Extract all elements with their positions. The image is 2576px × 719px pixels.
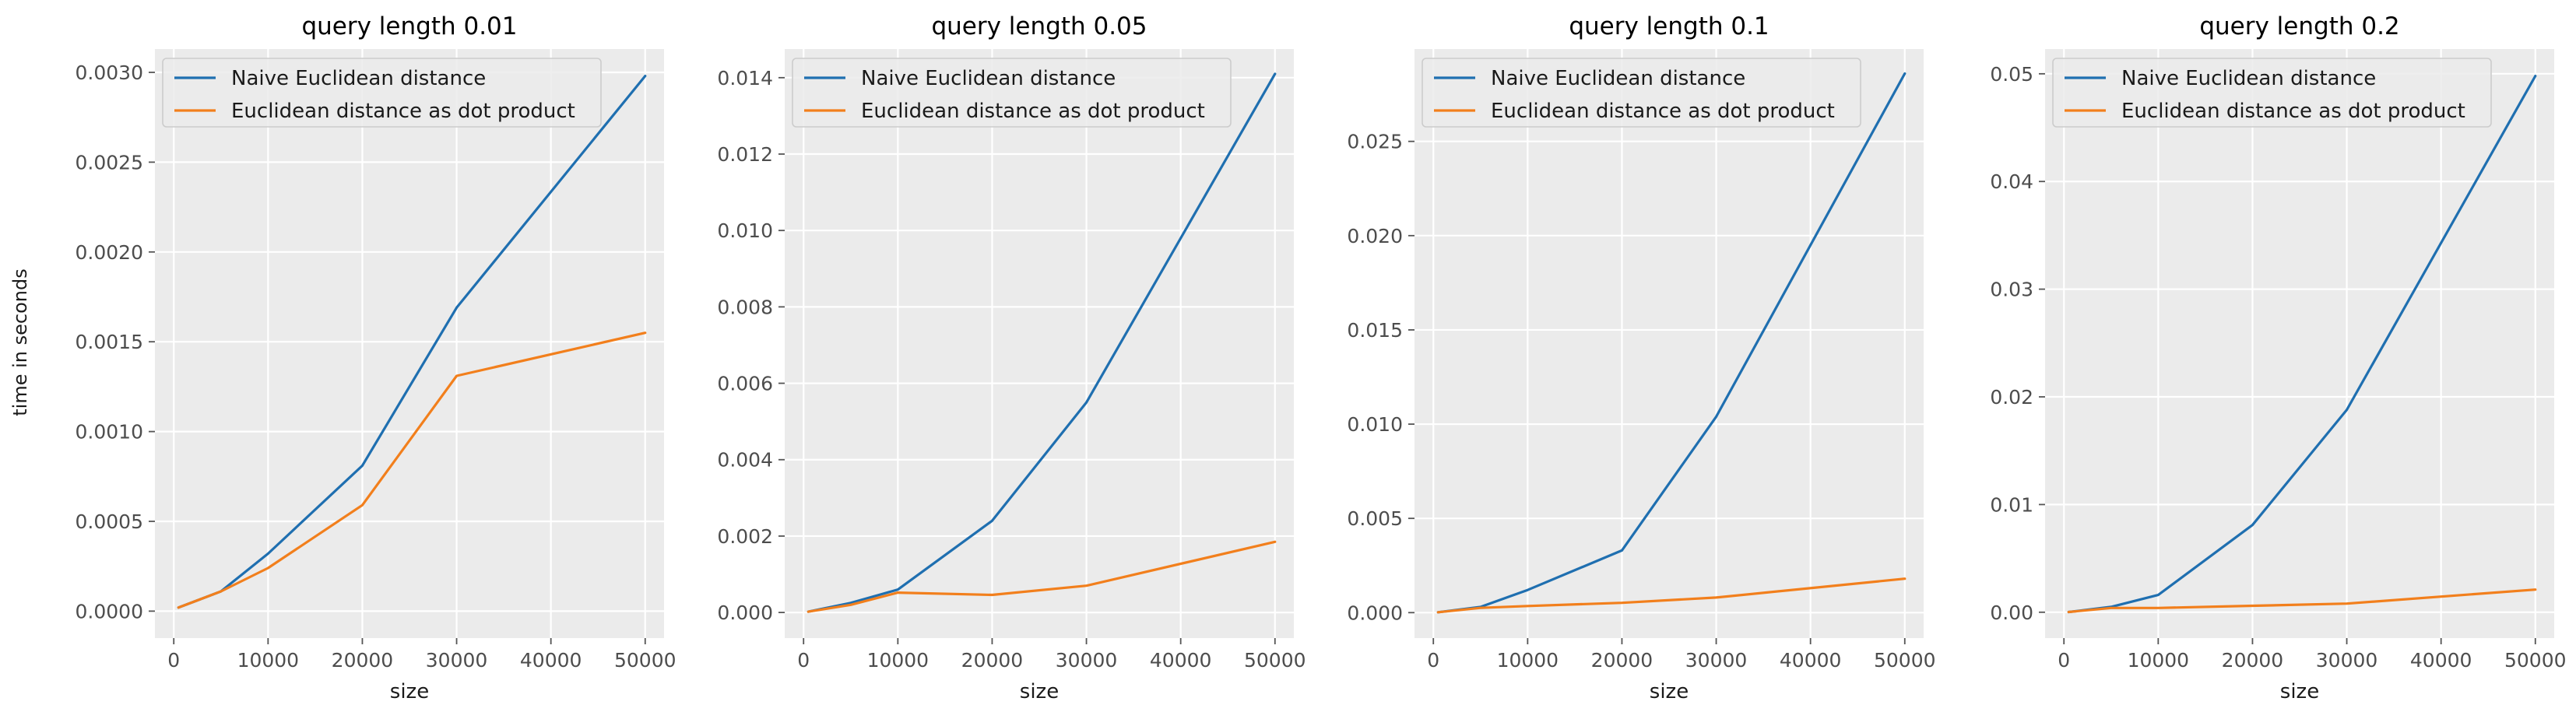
- y-tick-label: 0.0025: [76, 151, 143, 174]
- x-tick-label: 30000: [1056, 649, 1118, 672]
- y-tick-label: 0.0010: [76, 421, 143, 444]
- y-tick-label: 0.006: [717, 373, 773, 395]
- x-tick-label: 40000: [1780, 649, 1842, 672]
- legend-box: [162, 58, 602, 128]
- x-tick-label: 10000: [867, 649, 930, 672]
- plot-area: [1415, 49, 1924, 638]
- x-tick-label: 20000: [961, 649, 1024, 672]
- x-tick-label: 10000: [2128, 649, 2190, 672]
- y-axis-label: time in seconds: [9, 268, 31, 416]
- legend-label: Naive Euclidean distance: [1491, 67, 1745, 90]
- legend-label: Naive Euclidean distance: [2121, 67, 2376, 90]
- series-line-dot-product: [807, 540, 1277, 613]
- y-tick-label: 0.03: [1990, 279, 2033, 301]
- y-tick-label: 0.015: [1347, 319, 1403, 342]
- y-tick-label: 0.014: [717, 67, 773, 89]
- legend: Naive Euclidean distance Euclidean distan…: [162, 58, 602, 128]
- legend-label: Euclidean distance as dot product: [231, 100, 575, 123]
- series-line-dot-product: [1436, 577, 1907, 614]
- chart-title: query length 0.1: [1569, 12, 1769, 40]
- y-tick-label: 0.012: [717, 143, 773, 166]
- chart-title: query length 0.2: [2199, 12, 2399, 40]
- y-tick-label: 0.005: [1347, 507, 1403, 530]
- y-tick-label: 0.01: [1990, 493, 2033, 516]
- plot-area: [785, 49, 1294, 638]
- y-tick-label: 0.0005: [76, 510, 143, 533]
- legend-box: [792, 58, 1232, 128]
- legend-label: Euclidean distance as dot product: [2121, 100, 2465, 123]
- x-tick-label: 0: [2058, 649, 2070, 672]
- legend: Naive Euclidean distance Euclidean distan…: [1422, 58, 1861, 128]
- y-tick-label: 0.02: [1990, 386, 2033, 409]
- x-tick-label: 20000: [2222, 649, 2284, 672]
- x-tick-label: 10000: [1497, 649, 1559, 672]
- x-axis-label: size: [1650, 680, 1689, 703]
- legend: Naive Euclidean distance Euclidean distan…: [792, 58, 1232, 128]
- y-tick-label: 0.0000: [76, 600, 143, 623]
- plot-area: [2045, 49, 2554, 638]
- chart-title: query length 0.01: [301, 12, 517, 40]
- chart-panel-2: 0 10000 20000 30000 40000 50000 0.000 0.002 0.00…: [717, 12, 1306, 703]
- y-tick-label: 0.025: [1347, 131, 1403, 153]
- y-tick-label: 0.0030: [76, 61, 143, 84]
- plot-area: [155, 49, 664, 638]
- y-tick-label: 0.05: [1990, 63, 2033, 86]
- x-tick-label: 0: [797, 649, 810, 672]
- x-tick-label: 30000: [426, 649, 488, 672]
- y-tick-label: 0.000: [1347, 602, 1403, 624]
- y-tick-label: 0.004: [717, 449, 773, 472]
- x-tick-label: 50000: [1874, 649, 1936, 672]
- y-tick-label: 0.000: [717, 602, 773, 624]
- chart-title: query length 0.05: [931, 12, 1147, 40]
- y-tick-label: 0.008: [717, 296, 773, 318]
- chart-panel-4: 0 10000 20000 30000 40000 50000 0.00 0.01 0.02 0.…: [1990, 12, 2566, 703]
- legend-label: Naive Euclidean distance: [231, 67, 486, 90]
- y-tick-label: 0.020: [1347, 225, 1403, 247]
- legend-label: Euclidean distance as dot product: [1491, 100, 1835, 123]
- series-line-dot-product: [2067, 588, 2537, 614]
- series-line-naive-euclidean: [807, 72, 1277, 613]
- x-tick-label: 10000: [237, 649, 300, 672]
- x-tick-label: 50000: [2504, 649, 2567, 672]
- x-tick-label: 50000: [614, 649, 677, 672]
- y-tick-label: 0.04: [1990, 170, 2033, 193]
- chart-panel-3: 0 10000 20000 30000 40000 50000 0.000 0.005 0.01…: [1347, 12, 1935, 703]
- series-line-dot-product: [177, 331, 647, 609]
- y-tick-label: 0.010: [717, 219, 773, 242]
- x-tick-label: 30000: [2316, 649, 2378, 672]
- x-tick-label: 30000: [1685, 649, 1748, 672]
- chart-panel-1: 0 10000 20000 30000 40000 50000 0.0000 0.0005 0.…: [76, 12, 677, 703]
- x-tick-label: 40000: [520, 649, 582, 672]
- x-tick-label: 40000: [2410, 649, 2472, 672]
- y-tick-label: 0.0020: [76, 241, 143, 264]
- x-axis-label: size: [390, 680, 429, 703]
- x-tick-label: 50000: [1244, 649, 1306, 672]
- x-tick-label: 0: [167, 649, 180, 672]
- x-tick-label: 0: [1427, 649, 1439, 672]
- legend-box: [1422, 58, 1861, 128]
- legend-box: [2052, 58, 2492, 128]
- x-tick-label: 20000: [332, 649, 394, 672]
- x-tick-label: 20000: [1591, 649, 1653, 672]
- y-tick-label: 0.0015: [76, 331, 143, 353]
- y-tick-label: 0.010: [1347, 413, 1403, 436]
- legend-label: Euclidean distance as dot product: [861, 100, 1205, 123]
- legend: Naive Euclidean distance Euclidean distan…: [2052, 58, 2492, 128]
- x-tick-label: 40000: [1150, 649, 1212, 672]
- y-tick-label: 0.00: [1990, 602, 2033, 624]
- x-axis-label: size: [2280, 680, 2319, 703]
- y-tick-label: 0.002: [717, 525, 773, 548]
- x-axis-label: size: [1020, 680, 1059, 703]
- legend-label: Naive Euclidean distance: [861, 67, 1116, 90]
